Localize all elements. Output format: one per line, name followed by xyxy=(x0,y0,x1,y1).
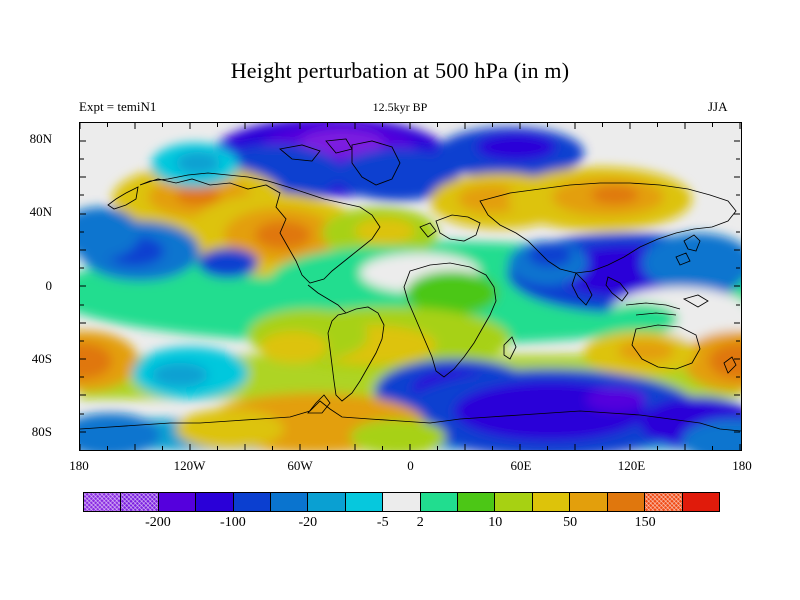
colorbar-tick--200: -200 xyxy=(145,515,171,530)
y-tick-80S: 80S xyxy=(31,423,52,439)
y-tick-0: 0 xyxy=(45,277,53,293)
colorbar-cell-100-to-150 xyxy=(607,493,646,511)
colorbar-tick--100: -100 xyxy=(220,515,246,530)
colorbar-cell-20-to-50 xyxy=(532,493,571,511)
x-tick-5-120E: 120E xyxy=(617,458,646,473)
colorbar-cell-minus-50-to-minus-20 xyxy=(233,493,272,511)
x-tick-4-60E: 60E xyxy=(510,458,532,473)
x-tick-3-0: 0 xyxy=(407,458,414,473)
x-tick-6-180: 180 xyxy=(732,458,752,473)
colorbar-cell-150-to-250 xyxy=(645,493,683,511)
period-label: 12.5kyr BP xyxy=(372,100,428,114)
experiment-label: Expt = temiN1 xyxy=(79,99,157,114)
map-plot-area xyxy=(79,122,742,451)
colorbar-cell-5-to-10 xyxy=(458,493,496,511)
y-tick-40S: 40S xyxy=(31,350,52,366)
colorbar-cell-minus-200-to-minus-150 xyxy=(121,493,159,511)
colorbar-tick-2: 2 xyxy=(416,515,424,530)
coastlines xyxy=(80,138,741,432)
x-tick-1-120W: 120W xyxy=(173,458,206,473)
colorbar-cell-lt-minus-200 xyxy=(84,493,122,511)
colorbar-tick-labels: -200 -100 -20 -5 2 10 50 150 xyxy=(0,515,800,537)
colorbar-cell-50-to-100 xyxy=(570,493,608,511)
page-title: Height perturbation at 500 hPa (in m) xyxy=(230,58,570,83)
colorbar-cell-minus-10-to-minus-5 xyxy=(308,493,346,511)
colorbar-cell-neutral xyxy=(383,493,421,511)
colorbar-cell-minus-100-to-minus-50 xyxy=(196,493,234,511)
colorbar-cell-minus-150-to-minus-100 xyxy=(158,493,197,511)
x-tick-0-180: 180 xyxy=(69,458,89,473)
y-tick-80N: 80N xyxy=(29,131,52,147)
colorbar-tick--5: -5 xyxy=(376,515,389,530)
colorbar xyxy=(83,492,720,512)
colorbar-cell-gt-250 xyxy=(682,493,719,511)
inner-ticks xyxy=(80,123,741,450)
colorbar-tick-10: 10 xyxy=(488,515,503,530)
colorbar-cell-minus-20-to-minus-10 xyxy=(271,493,309,511)
contour-map xyxy=(80,123,741,450)
colorbar-tick--20: -20 xyxy=(298,515,318,530)
colorbar-cell-10-to-20 xyxy=(495,493,533,511)
colorbar-tick-50: 50 xyxy=(563,515,578,530)
colorbar-cell-2-to-5 xyxy=(420,493,459,511)
colorbar-tick-150: 150 xyxy=(634,515,656,530)
y-tick-40N: 40N xyxy=(29,204,52,220)
colorbar-cell-minus-5-to-2 xyxy=(345,493,384,511)
x-tick-2-60W: 60W xyxy=(287,458,313,473)
season-label: JJA xyxy=(708,99,728,114)
